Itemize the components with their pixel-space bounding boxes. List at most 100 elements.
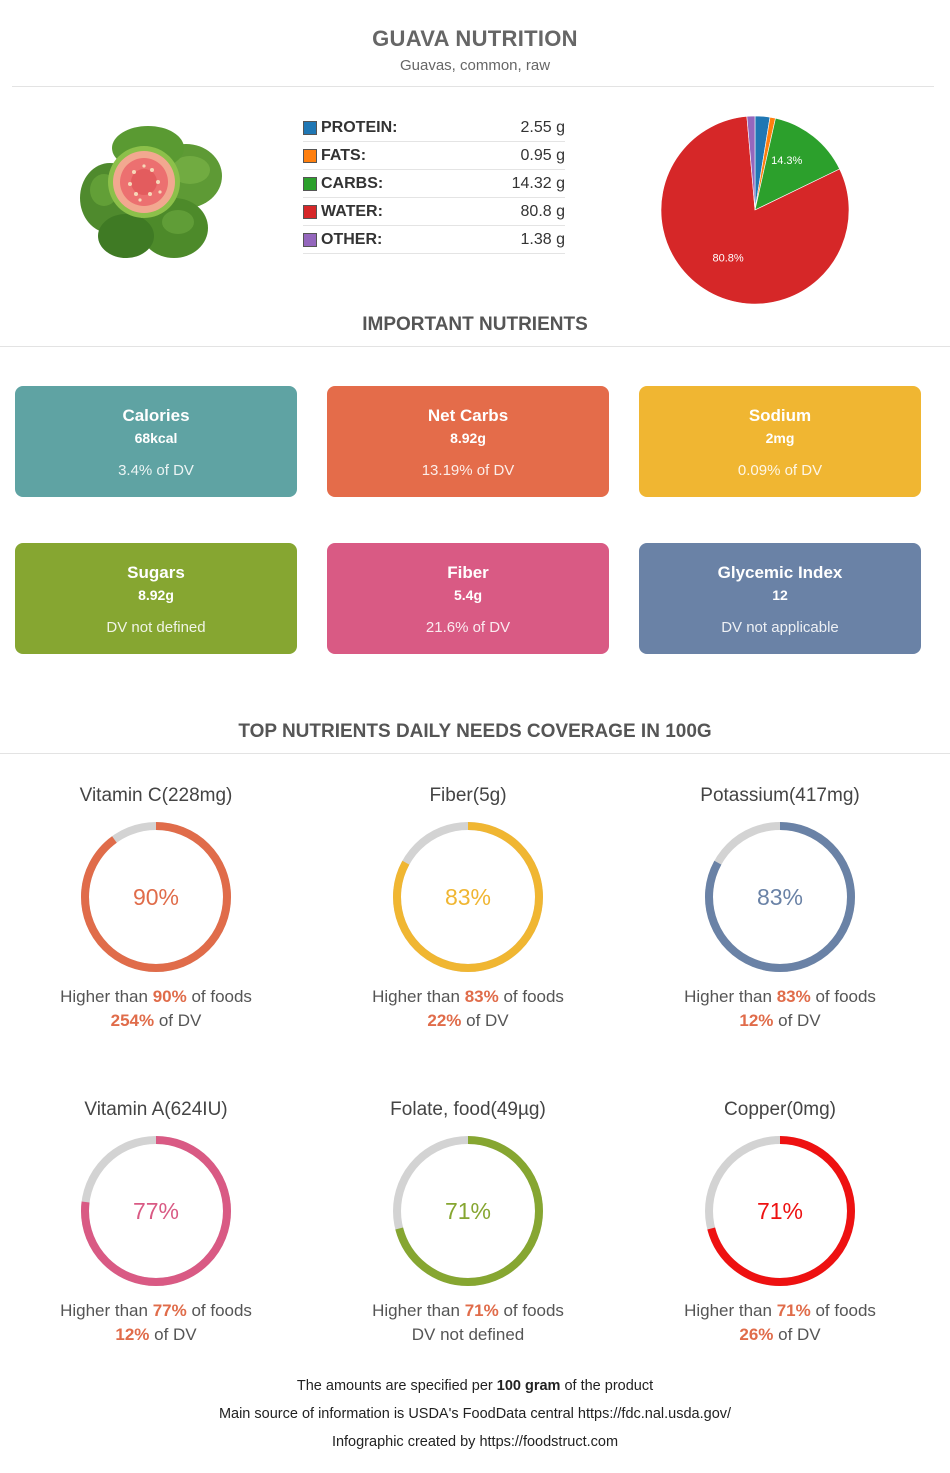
macro-label: PROTEIN: bbox=[321, 118, 398, 136]
macro-label: FATS: bbox=[321, 146, 367, 164]
other-swatch bbox=[303, 232, 317, 247]
footer-text: The amounts are specified per bbox=[296, 1378, 497, 1394]
water-swatch bbox=[303, 204, 317, 219]
gauge-dv-text: 254% of DV bbox=[6, 1011, 306, 1031]
card-name: Glycemic Index bbox=[717, 563, 843, 582]
gauge-name: Fiber(5g) bbox=[429, 785, 507, 806]
footer-credit: Infographic created by https://foodstruc… bbox=[331, 1434, 619, 1450]
gauge-rank-text: Higher than 83% of foods bbox=[630, 987, 930, 1007]
gauge-folate: Folate, food(49µg) 71% Higher than 71% o… bbox=[318, 1095, 618, 1345]
gauge-rank-text: Higher than 90% of foods bbox=[6, 987, 306, 1007]
card-name: Sodium bbox=[748, 406, 812, 425]
rank-prefix: Higher than bbox=[372, 1301, 465, 1320]
card-glycemic-index: Glycemic Index 12 DV not applicable bbox=[639, 543, 921, 654]
page-subtitle: Guavas, common, raw bbox=[399, 57, 551, 74]
ring-percent: 77% bbox=[133, 1198, 179, 1224]
rank-prefix: Higher than bbox=[60, 1301, 153, 1320]
protein-swatch bbox=[303, 120, 317, 135]
macro-row-water: WATER: 80.8 g bbox=[303, 198, 565, 226]
card-calories: Calories 68kcal 3.4% of DV bbox=[15, 386, 297, 497]
ring-progress bbox=[81, 1136, 231, 1286]
rank-suffix: of foods bbox=[186, 1301, 252, 1320]
progress-ring: 83% bbox=[705, 822, 855, 972]
ring-progress bbox=[705, 822, 855, 972]
coverage-heading: TOP NUTRIENTS DAILY NEEDS COVERAGE IN 10… bbox=[238, 721, 712, 742]
macro-row-carbs: CARBS: 14.32 g bbox=[303, 170, 565, 198]
footer-text: of the product bbox=[560, 1378, 654, 1394]
macro-row-fats: FATS: 0.95 g bbox=[303, 142, 565, 170]
gauge-name: Folate, food(49µg) bbox=[390, 1099, 546, 1120]
gauge-copper: Copper(0mg) 71% Higher than 71% of foods… bbox=[630, 1095, 930, 1345]
dv-text: DV not defined bbox=[411, 1325, 525, 1344]
ring-percent: 90% bbox=[133, 884, 179, 910]
divider bbox=[12, 86, 934, 87]
macro-value: 0.95 g bbox=[520, 146, 565, 164]
card-name: Net Carbs bbox=[427, 406, 509, 425]
footer-bold: 100 gram bbox=[496, 1378, 561, 1394]
progress-ring: 71% bbox=[705, 1136, 855, 1286]
card-name: Fiber bbox=[447, 563, 489, 582]
gauge-dv-text: 12% of DV bbox=[6, 1325, 306, 1345]
card-amount: 68kcal bbox=[134, 430, 178, 446]
rank-prefix: Higher than bbox=[372, 987, 465, 1006]
rank-value: 71% bbox=[776, 1301, 811, 1320]
gauge-name: Vitamin A(624IU) bbox=[84, 1099, 228, 1120]
card-amount: 12 bbox=[772, 587, 788, 603]
footer-source: Main source of information is USDA's Foo… bbox=[218, 1406, 732, 1422]
macro-row-protein: PROTEIN: 2.55 g bbox=[303, 114, 565, 142]
card-net-carbs: Net Carbs 8.92g 13.19% of DV bbox=[327, 386, 609, 497]
ring-progress bbox=[81, 822, 231, 972]
card-dv: 3.4% of DV bbox=[118, 462, 194, 479]
progress-ring: 71% bbox=[393, 1136, 543, 1286]
gauge-dv-text: 26% of DV bbox=[630, 1325, 930, 1345]
dv-value: 12% bbox=[739, 1011, 774, 1030]
gauge-dv-text: 22% of DV bbox=[318, 1011, 618, 1031]
rank-value: 71% bbox=[464, 1301, 499, 1320]
pie-slice-water bbox=[660, 116, 850, 305]
rank-suffix: of foods bbox=[498, 987, 564, 1006]
macro-value: 80.8 g bbox=[520, 202, 565, 220]
gauge-dv-text: 12% of DV bbox=[630, 1011, 930, 1031]
rank-suffix: of foods bbox=[810, 987, 876, 1006]
dv-suffix: of DV bbox=[773, 1011, 821, 1030]
gauge-name: Vitamin C(228mg) bbox=[79, 785, 233, 806]
card-dv: 0.09% of DV bbox=[737, 462, 823, 479]
progress-ring: 90% bbox=[81, 822, 231, 972]
gauge-rank-text: Higher than 77% of foods bbox=[6, 1301, 306, 1321]
card-dv: DV not applicable bbox=[721, 619, 839, 636]
macro-pie-chart: 14.3% 80.8% bbox=[660, 115, 850, 305]
rank-suffix: of foods bbox=[810, 1301, 876, 1320]
rank-prefix: Higher than bbox=[60, 987, 153, 1006]
footer-amount-note: The amounts are specified per 100 gram o… bbox=[0, 1378, 950, 1394]
card-amount: 8.92g bbox=[138, 587, 174, 603]
macro-value: 14.32 g bbox=[511, 174, 565, 192]
gauge-vitamin-c: Vitamin C(228mg) 90% Higher than 90% of … bbox=[6, 781, 306, 1031]
rank-suffix: of foods bbox=[498, 1301, 564, 1320]
card-dv: 13.19% of DV bbox=[421, 462, 515, 479]
page-title: GUAVA NUTRITION bbox=[372, 26, 578, 51]
gauge-name: Potassium(417mg) bbox=[700, 785, 860, 806]
rank-prefix: Higher than bbox=[684, 987, 777, 1006]
macro-label: OTHER: bbox=[321, 230, 383, 248]
card-dv: 21.6% of DV bbox=[425, 619, 511, 636]
ring-percent: 83% bbox=[757, 884, 803, 910]
gauge-rank-text: Higher than 83% of foods bbox=[318, 987, 618, 1007]
gauge-potassium: Potassium(417mg) 83% Higher than 83% of … bbox=[630, 781, 930, 1031]
macro-value: 2.55 g bbox=[520, 118, 565, 136]
dv-suffix: of DV bbox=[773, 1325, 821, 1344]
pie-label-water: 80.8% bbox=[712, 252, 743, 264]
rank-value: 77% bbox=[152, 1301, 187, 1320]
card-name: Sugars bbox=[127, 563, 185, 582]
macro-label: CARBS: bbox=[321, 174, 384, 192]
card-sodium: Sodium 2mg 0.09% of DV bbox=[639, 386, 921, 497]
rank-suffix: of foods bbox=[186, 987, 252, 1006]
progress-ring: 77% bbox=[81, 1136, 231, 1286]
important-nutrients-heading: IMPORTANT NUTRIENTS bbox=[362, 314, 588, 335]
card-amount: 5.4g bbox=[453, 587, 482, 603]
card-amount: 2mg bbox=[765, 430, 795, 446]
dv-suffix: of DV bbox=[154, 1011, 202, 1030]
gauge-dv-text: DV not defined bbox=[318, 1325, 618, 1345]
rank-prefix: Higher than bbox=[684, 1301, 777, 1320]
ring-percent: 83% bbox=[445, 884, 491, 910]
gauge-rank-text: Higher than 71% of foods bbox=[630, 1301, 930, 1321]
